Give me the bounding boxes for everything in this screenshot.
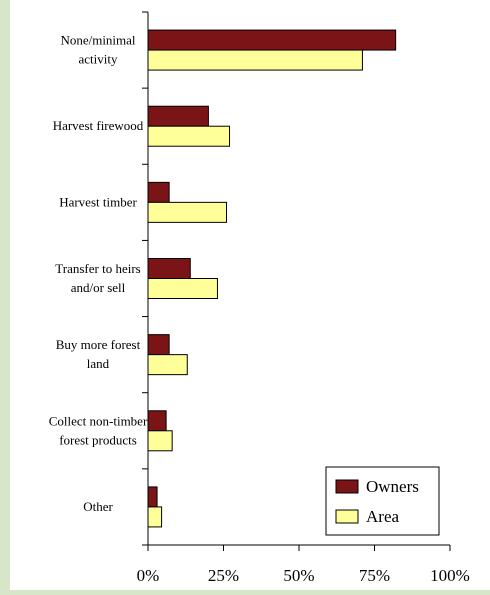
x-tick-label: 25% (208, 566, 239, 585)
bar-area-1 (147, 125, 231, 147)
bar-owners-2 (147, 181, 170, 203)
bar-area-3 (147, 278, 218, 299)
chart-frame: 0% 25% 50% 75% 100% None/minimal activity Harve… (10, 0, 490, 590)
category-label: Other (83, 499, 113, 514)
category-label: Transfer to heirs and/or sell (55, 261, 140, 295)
category-label: Collect non-timber forest products (49, 413, 148, 447)
axes-layer (142, 11, 451, 551)
category-label: None/minimal activity (60, 33, 135, 67)
legend-swatch-area (335, 509, 359, 524)
bar-owners-1 (147, 105, 209, 127)
bar-owners-3 (147, 258, 191, 279)
bar-owners-0 (147, 29, 397, 51)
x-tick-label: 100% (430, 566, 470, 585)
labels-layer: 0% 25% 50% 75% 100% None/minimal activity Harve… (49, 33, 470, 585)
bar-owners-6 (147, 486, 158, 508)
legend: Owners Area (325, 466, 440, 536)
legend-label-owners: Owners (366, 477, 419, 496)
category-label: Harvest timber (59, 194, 137, 209)
x-tick-label: 0% (137, 566, 160, 585)
bars-layer (147, 29, 397, 528)
bar-area-5 (147, 430, 173, 452)
x-tick-label: 75% (359, 566, 390, 585)
bar-owners-5 (147, 410, 167, 432)
bar-area-4 (147, 354, 188, 376)
bar-area-6 (147, 506, 163, 528)
bar-area-2 (147, 201, 228, 223)
bar-owners-4 (147, 334, 170, 356)
category-label: Harvest firewood (53, 118, 144, 133)
horizontal-bar-chart: 0% 25% 50% 75% 100% None/minimal activity Harve… (49, 11, 470, 585)
legend-box (325, 466, 440, 536)
bar-area-0 (147, 49, 363, 71)
category-label: Buy more forest land (56, 337, 141, 371)
legend-label-area: Area (366, 507, 399, 526)
x-tick-label: 50% (283, 566, 314, 585)
legend-swatch-owners (335, 479, 359, 494)
